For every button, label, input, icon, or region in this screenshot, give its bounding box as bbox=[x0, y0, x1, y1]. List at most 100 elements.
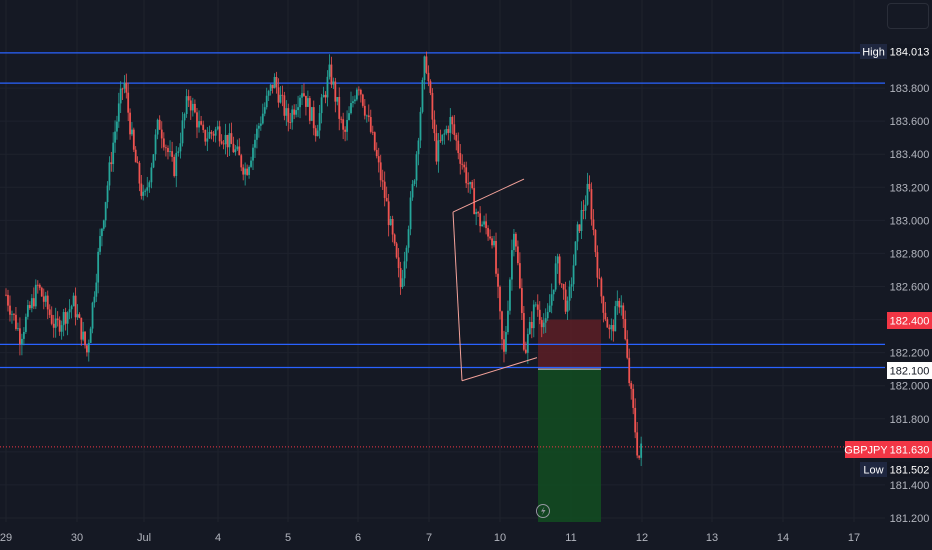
candle-body bbox=[320, 97, 323, 114]
candle-body bbox=[114, 131, 116, 143]
candle-body bbox=[439, 140, 442, 142]
time-tick-label: 14 bbox=[777, 532, 789, 544]
candle-body bbox=[240, 155, 243, 168]
candle-body bbox=[540, 320, 543, 328]
candle-body bbox=[277, 87, 280, 103]
candle-body bbox=[310, 107, 313, 121]
candle-body bbox=[187, 96, 190, 101]
candle-body bbox=[259, 123, 262, 126]
time-tick-label: 29 bbox=[0, 532, 12, 544]
price-tick-label: 181.400 bbox=[890, 480, 930, 492]
candle-body bbox=[489, 236, 491, 239]
take-profit-zone[interactable] bbox=[538, 369, 601, 522]
candle-body bbox=[346, 119, 348, 132]
candle-body bbox=[216, 126, 219, 130]
lightning-icon[interactable] bbox=[536, 504, 550, 518]
candle-body bbox=[515, 233, 517, 247]
candle-body bbox=[21, 338, 23, 345]
candle-body bbox=[26, 305, 29, 317]
candle-body bbox=[479, 213, 482, 227]
candle-body bbox=[499, 286, 501, 312]
candle-body bbox=[399, 268, 402, 288]
candle-body bbox=[173, 156, 176, 176]
candle-body bbox=[72, 295, 75, 307]
candle-body bbox=[459, 153, 462, 164]
candle-body bbox=[332, 81, 335, 85]
candle-body bbox=[13, 313, 15, 315]
candle-body bbox=[318, 113, 321, 131]
candle-body bbox=[407, 229, 410, 248]
candle-body bbox=[634, 407, 637, 433]
candle-body bbox=[236, 146, 239, 150]
short-position-tool[interactable] bbox=[538, 319, 601, 522]
price-tick-label: 181.800 bbox=[890, 414, 930, 426]
price-tick-label: 181.200 bbox=[890, 513, 930, 525]
candle-body bbox=[338, 97, 341, 119]
candle-body bbox=[606, 319, 609, 328]
candle-body bbox=[445, 129, 448, 134]
candle-body bbox=[493, 240, 495, 246]
candle-body bbox=[93, 296, 96, 303]
candle-body bbox=[363, 105, 366, 116]
time-tick-label: 6 bbox=[355, 532, 361, 544]
candle-body bbox=[269, 84, 272, 91]
candle-body bbox=[596, 252, 599, 278]
candle-body bbox=[146, 187, 149, 191]
price-axis[interactable] bbox=[885, 0, 932, 550]
candle-body bbox=[437, 140, 440, 162]
candle-body bbox=[367, 115, 370, 118]
candle-body bbox=[491, 238, 493, 246]
candle-body bbox=[68, 309, 71, 313]
candle-body bbox=[254, 139, 256, 148]
candle-body bbox=[612, 325, 615, 332]
candle-body bbox=[326, 76, 329, 98]
candle-body bbox=[598, 277, 601, 279]
candle-body bbox=[330, 64, 333, 85]
candle-body bbox=[64, 312, 67, 324]
horizontal-levels[interactable] bbox=[0, 52, 885, 370]
candle-body bbox=[129, 112, 131, 135]
time-tick-label: 12 bbox=[636, 532, 648, 544]
candle-body bbox=[52, 323, 55, 328]
toolbar-button[interactable] bbox=[887, 3, 929, 29]
candle-body bbox=[125, 82, 128, 93]
candle-body bbox=[556, 256, 559, 264]
candle-body bbox=[140, 183, 143, 196]
candle-body bbox=[142, 191, 145, 196]
candle-body bbox=[148, 182, 151, 188]
candle-body bbox=[405, 247, 408, 262]
candle-body bbox=[185, 96, 188, 114]
candle-body bbox=[312, 107, 315, 129]
candle-body bbox=[401, 278, 404, 288]
channel-drawing[interactable] bbox=[452, 178, 538, 382]
candle-body bbox=[395, 243, 398, 258]
candle-body bbox=[586, 183, 589, 205]
candle-body bbox=[252, 147, 254, 161]
candle-body bbox=[7, 294, 9, 306]
candle-body bbox=[226, 134, 229, 148]
candle-body bbox=[198, 121, 200, 128]
candle-body bbox=[568, 286, 571, 301]
candle-body bbox=[112, 142, 115, 165]
price-tick-label: 182.000 bbox=[890, 381, 930, 393]
candle-body bbox=[305, 95, 307, 107]
high-value: 184.013 bbox=[890, 47, 930, 59]
candle-body bbox=[324, 94, 327, 98]
candle-body bbox=[340, 118, 343, 120]
candle-body bbox=[505, 332, 507, 352]
candle-body bbox=[600, 278, 603, 297]
candle-body bbox=[423, 56, 426, 80]
candle-body bbox=[381, 180, 384, 182]
candle-body bbox=[206, 138, 209, 142]
candle-body bbox=[15, 314, 17, 329]
candle-body bbox=[210, 131, 213, 134]
candle-body bbox=[11, 313, 13, 315]
candle-body bbox=[74, 295, 77, 318]
low-value: 181.502 bbox=[890, 465, 930, 477]
channel-upper-line bbox=[452, 178, 525, 213]
candle-body bbox=[110, 162, 113, 165]
price-tick-label: 183.600 bbox=[890, 116, 930, 128]
candle-body bbox=[87, 342, 90, 353]
candle-body bbox=[463, 164, 466, 168]
